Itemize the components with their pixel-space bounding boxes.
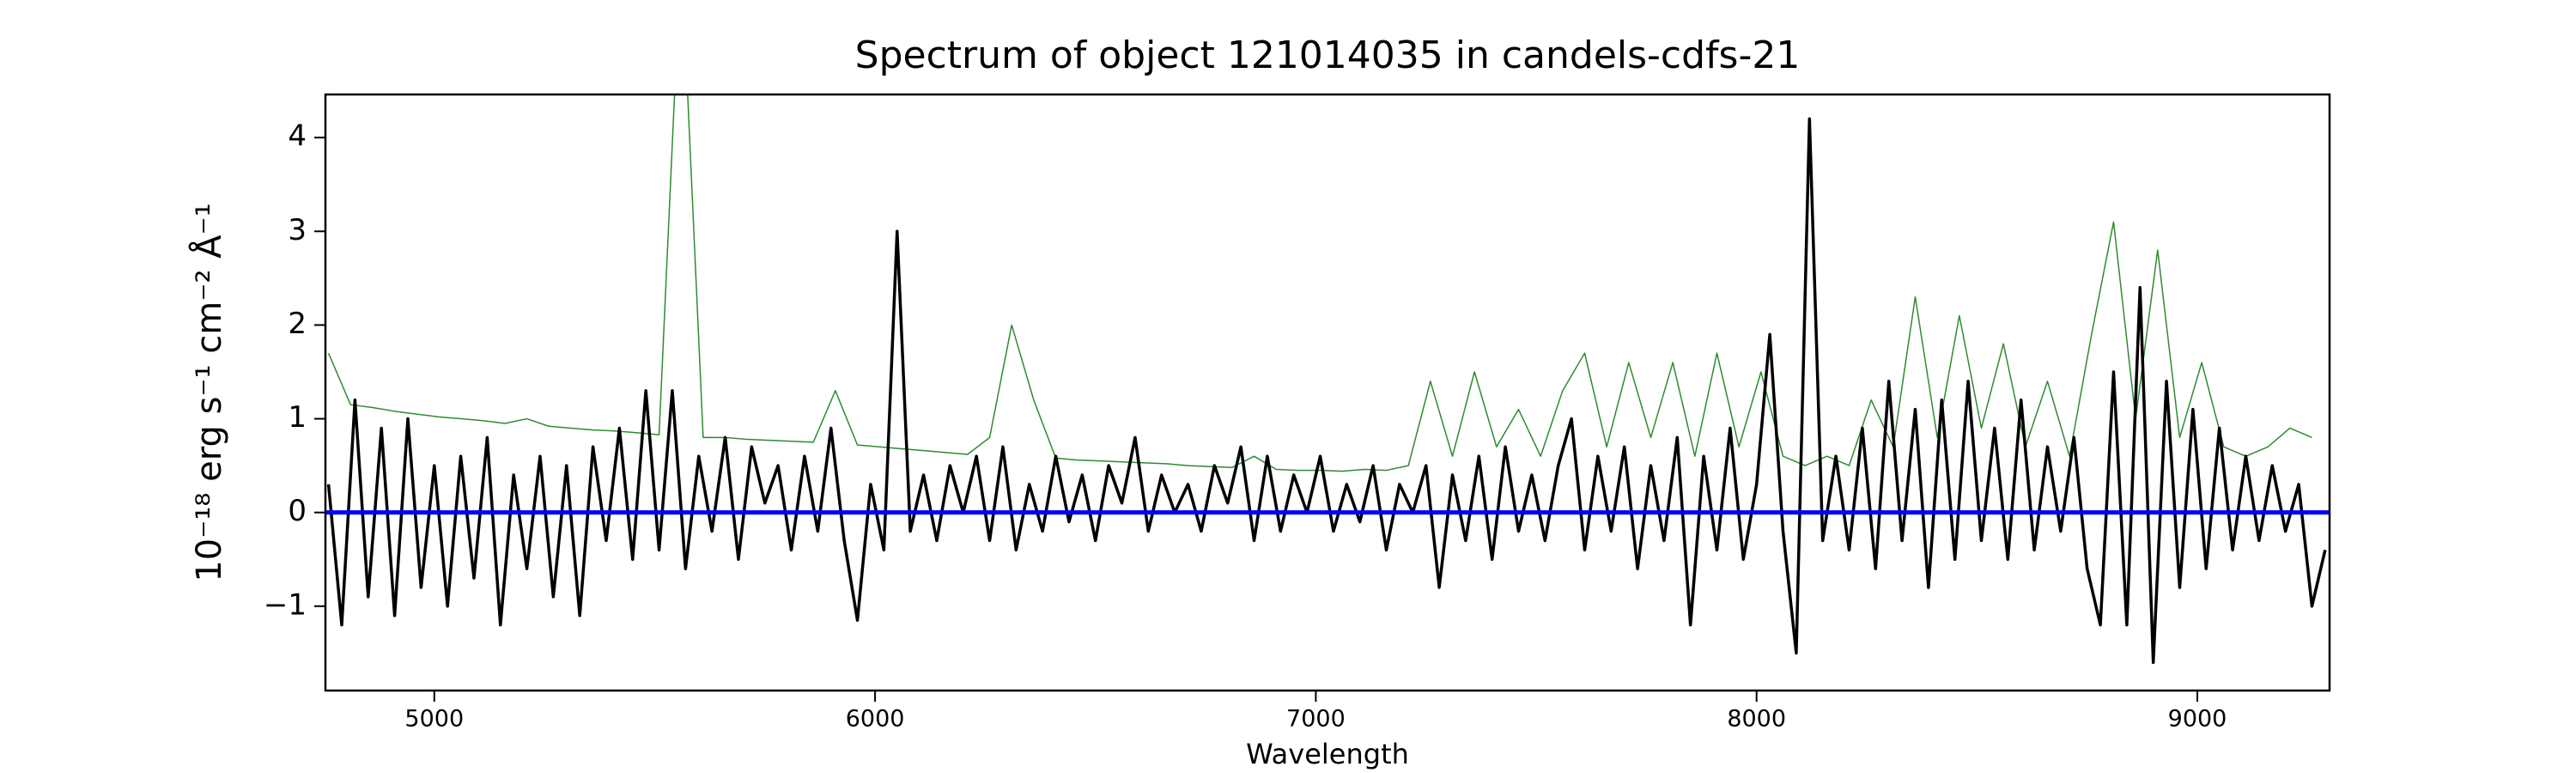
y-axis-label: 10⁻¹⁸ erg s⁻¹ cm⁻² Å⁻¹ xyxy=(188,203,229,581)
y-tick-label: 0 xyxy=(288,494,307,528)
plot-area xyxy=(325,94,2330,665)
spectrum-line xyxy=(326,117,2327,665)
y-tick-label: 1 xyxy=(288,400,307,435)
y-tick-label: −1 xyxy=(264,587,307,622)
x-tick-label: 5000 xyxy=(404,706,464,733)
y-tick-label: 3 xyxy=(288,213,307,247)
chart-title: Spectrum of object 121014035 in candels-… xyxy=(855,33,1801,77)
y-tick-label: 2 xyxy=(288,307,307,341)
x-tick-label: 8000 xyxy=(1727,706,1786,733)
x-axis-label: Wavelength xyxy=(1246,738,1409,770)
y-tick-label: 4 xyxy=(288,119,307,154)
spectrum-line xyxy=(327,94,2312,472)
axes-frame xyxy=(324,93,2331,692)
x-tick-label: 6000 xyxy=(846,706,905,733)
x-tick-label: 9000 xyxy=(2168,706,2227,733)
x-tick-label: 7000 xyxy=(1286,706,1346,733)
